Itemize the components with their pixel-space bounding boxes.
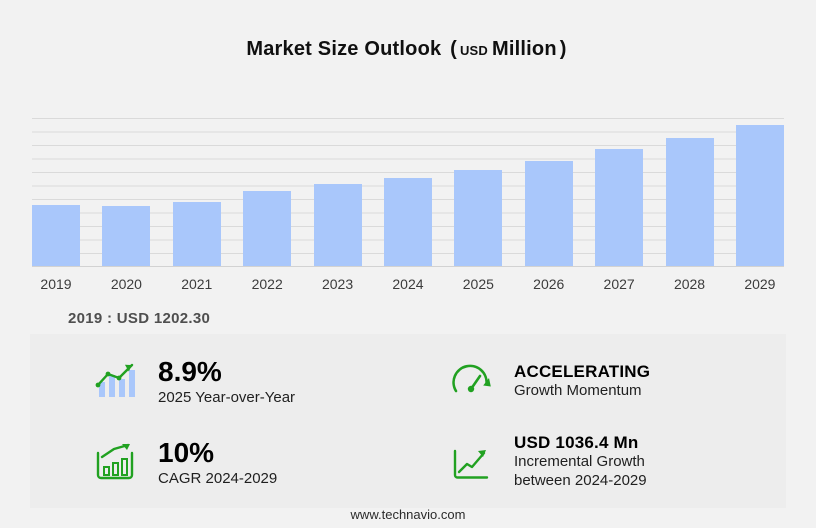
x-tick-2024: 2024 [392,276,424,292]
title-paren-close: ) [559,38,567,60]
chart-plot-area [32,118,784,267]
stat-momentum-label: Growth Momentum [514,381,642,399]
stat-yoy-label: 2025 Year-over-Year [158,388,296,406]
bar-2023 [313,184,362,266]
x-tick-2027: 2027 [603,276,635,292]
bar-2025 [454,169,503,266]
title-main: Market Size Outlook [246,38,442,60]
bar-2028 [665,137,714,266]
stat-cagr: 10% CAGR 2024-2029 [30,421,420,502]
stat-momentum-value: ACCELERATING [514,361,651,381]
stat-yoy: 8.9% 2025 Year-over-Year [30,340,420,421]
stat-incremental: USD 1036.4 Mn Incremental Growth between… [420,421,786,502]
x-tick-2029: 2029 [744,276,776,292]
stat-incremental-value: USD 1036.4 Mn [514,433,639,453]
bar-2021 [172,201,221,266]
growth-bars-icon [95,363,135,397]
bar-2022 [243,191,292,266]
x-tick-2021: 2021 [181,276,213,292]
stats-panel: 8.9% 2025 Year-over-Year ACCELERATING Gr… [30,334,786,508]
market-size-bar-chart: 2019 2020 2021 2022 2023 2024 2025 2026 2027 2028… [32,118,784,292]
x-tick-2028: 2028 [673,276,706,292]
stat-momentum-text: ACCELERATING Growth Momentum [514,361,650,401]
chart-x-axis-labels: 2019 2020 2021 2022 2023 2024 2025 2026 2027 2028… [32,276,784,292]
page-title: Market Size Outlook (USD Million) [0,38,816,61]
x-tick-2026: 2026 [533,276,565,292]
bar-2019 [32,204,80,266]
bar-2029 [735,124,784,266]
bar-2020 [102,205,151,266]
stat-cagr-text: 10% CAGR 2024-2029 [158,435,277,489]
x-tick-2022: 2022 [251,276,283,292]
bar-2026 [524,160,573,266]
x-tick-2020: 2020 [110,276,142,292]
stat-yoy-value: 8.9% [158,355,222,387]
cagr-chart-icon [96,443,134,479]
stat-cagr-value: 10% [158,436,215,468]
speedometer-icon [452,364,491,392]
stat-incremental-label-2: between 2024-2029 [514,472,647,490]
stat-cagr-label: CAGR 2024-2029 [158,469,278,487]
title-paren-open: ( [450,38,457,60]
title-unit-million: Million [492,38,557,60]
bar-2027 [595,149,644,266]
x-tick-2019: 2019 [40,276,72,292]
bar-2024 [383,177,432,266]
breakout-chart-icon [453,449,489,479]
x-tick-2023: 2023 [321,276,354,292]
stat-momentum: ACCELERATING Growth Momentum [420,340,786,421]
title-unit-usd: USD [459,43,489,58]
stat-yoy-text: 8.9% 2025 Year-over-Year [158,354,295,408]
footer-url: www.technavio.com [350,507,466,522]
x-tick-2025: 2025 [462,276,494,292]
stat-incremental-label-1: Incremental Growth [514,453,645,471]
stat-incremental-text: USD 1036.4 Mn Incremental Growth between… [514,432,647,491]
baseline-2019-value: 2019 : USD 1202.30 [68,310,211,327]
